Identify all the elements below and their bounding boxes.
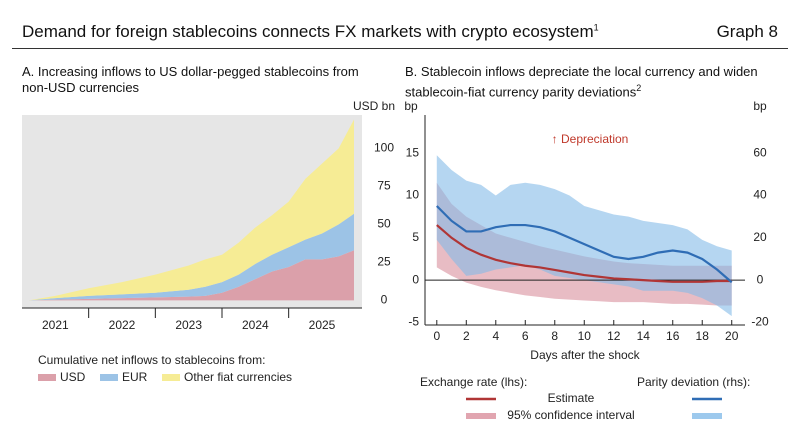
y2-tick-label: 60 xyxy=(753,145,767,159)
legend-label: USD xyxy=(60,370,86,384)
header-title: Demand for foreign stablecoins connects … xyxy=(22,22,594,41)
y-tick-label: 15 xyxy=(406,145,420,159)
x-tick-label: 2025 xyxy=(309,318,336,332)
area xyxy=(28,119,355,301)
y-tick-label: 25 xyxy=(377,255,391,269)
legend-group: Exchange rate (lhs): xyxy=(420,375,527,389)
legend-swatch xyxy=(38,374,56,381)
x-tick-label: 2022 xyxy=(109,318,136,332)
header-title-box: Demand for foreign stablecoins connects … xyxy=(22,22,599,42)
graph-label: Graph 8 xyxy=(716,22,778,41)
x-tick-label: 2023 xyxy=(175,318,202,332)
area xyxy=(28,250,355,301)
x-tick-label: 8 xyxy=(551,329,558,343)
y-tick-label: 0 xyxy=(412,272,419,286)
y-tick-label: -5 xyxy=(408,315,419,329)
panel-b-title-box: B. Stablecoin inflows depreciate the loc… xyxy=(405,64,765,100)
panel-b-title: B. Stablecoin inflows depreciate the loc… xyxy=(405,64,758,100)
line xyxy=(436,224,732,283)
legend-row-label: 95% confidence interval xyxy=(507,408,634,422)
legend-group: Parity deviation (rhs): xyxy=(637,375,750,389)
y2-tick-label: 40 xyxy=(753,188,767,202)
y-tick-label: 75 xyxy=(377,179,391,193)
x-tick-label: 18 xyxy=(696,329,710,343)
x-tick-label: 16 xyxy=(666,329,680,343)
y-tick-label: 50 xyxy=(377,217,391,231)
x-tick-label: 6 xyxy=(522,329,529,343)
legend-row-label: Estimate xyxy=(548,391,595,405)
y2-axis-label: bp xyxy=(753,99,767,113)
x-tick-label: 2021 xyxy=(42,318,69,332)
y-tick-label: 0 xyxy=(381,293,388,307)
x-tick-label: 12 xyxy=(607,329,621,343)
y2-tick-label: 20 xyxy=(753,230,767,244)
y2-tick-label: -20 xyxy=(751,315,769,329)
legend-swatch xyxy=(162,374,180,381)
x-tick-label: 20 xyxy=(725,329,739,343)
panel-a-title: A. Increasing inflows to US dollar-pegge… xyxy=(22,64,359,95)
x-tick-label: 10 xyxy=(578,329,592,343)
annotation: ↑ Depreciation xyxy=(552,132,629,146)
x-tick-label: 14 xyxy=(637,329,651,343)
x-axis-label: Days after the shock xyxy=(530,348,640,362)
y-tick-label: 10 xyxy=(406,188,420,202)
line xyxy=(436,205,733,284)
y-axis-label: bp xyxy=(404,99,418,113)
header-rule xyxy=(12,48,788,49)
x-tick-label: 0 xyxy=(433,329,440,343)
x-tick-label: 2 xyxy=(463,329,470,343)
x-tick-label: 2024 xyxy=(242,318,269,332)
legend-label: Other fiat currencies xyxy=(184,370,292,384)
legend-title: Cumulative net inflows to stablecoins fr… xyxy=(38,353,265,367)
legend-label: EUR xyxy=(122,370,148,384)
y-tick-label: 100 xyxy=(374,141,394,155)
y-axis-label: USD bn xyxy=(353,99,395,113)
x-tick-label: 4 xyxy=(492,329,499,343)
area xyxy=(28,213,355,301)
panel-b-title-note: 2 xyxy=(636,83,642,93)
confidence-band xyxy=(436,155,732,317)
title-note: 1 xyxy=(593,22,599,33)
y-tick-label: 5 xyxy=(412,230,419,244)
legend-swatch xyxy=(100,374,118,381)
y2-tick-label: 0 xyxy=(757,272,764,286)
